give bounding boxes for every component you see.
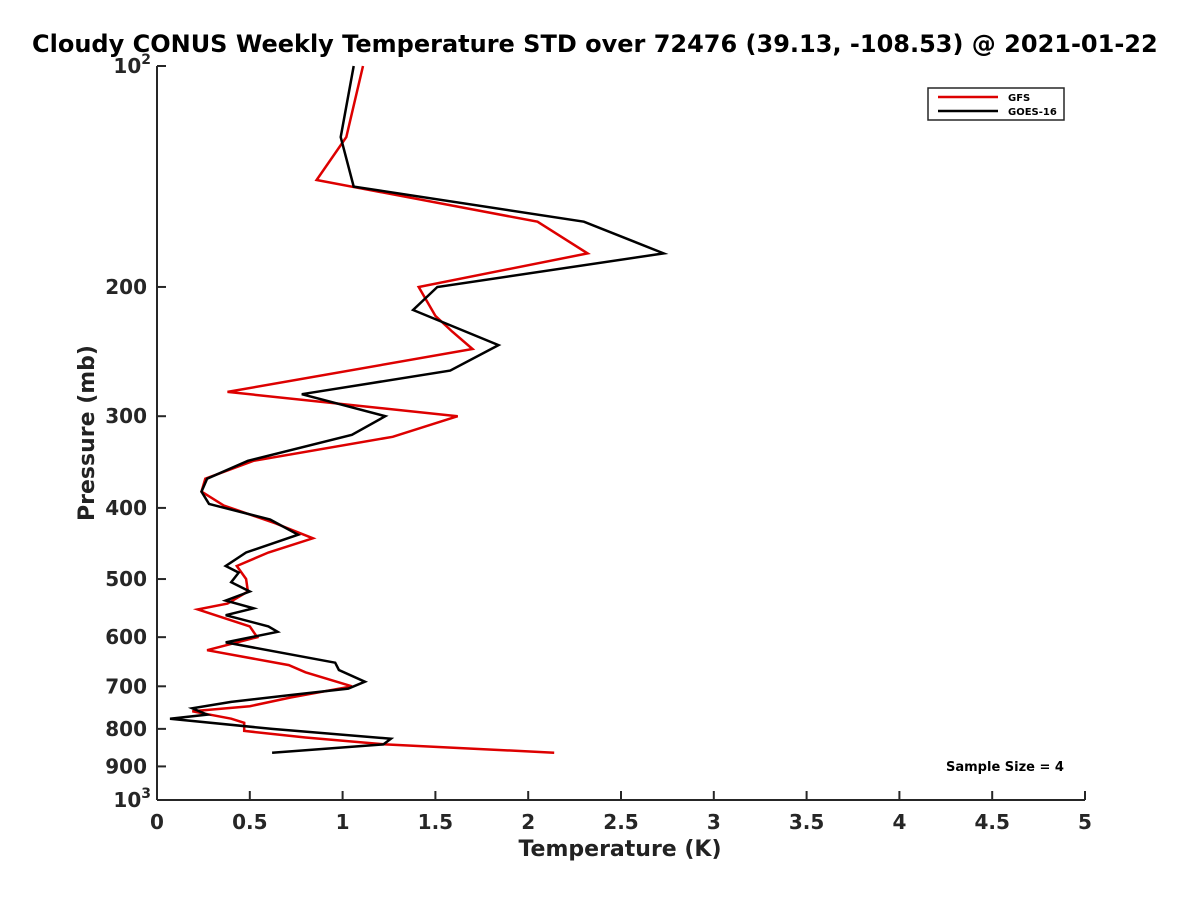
y-tick-label: 200 [105,275,147,299]
series-line-gfs [192,65,591,754]
x-tick-label: 2 [521,810,535,834]
x-axis: 0 0.5 1 1.5 2 2.5 3 3.5 4 4.5 5 [150,791,1092,834]
x-tick-label: 3 [707,810,721,834]
x-axis-label: Temperature (K) [518,837,721,862]
x-tick-label: 4.5 [974,810,1009,834]
series-line-goes-16 [169,65,669,754]
y-tick-label: 900 [105,754,147,778]
y-tick-label: 700 [105,674,147,698]
y-tick-label: 600 [105,625,147,649]
y-tick-label: 102 [113,52,151,78]
y-tick-label: 500 [105,567,147,591]
x-tick-label: 4 [892,810,906,834]
x-tick-label: 3.5 [789,810,824,834]
y-tick-label: 400 [105,496,147,520]
y-tick-label: 103 [113,786,151,812]
series-layer [169,65,669,754]
x-tick-label: 5 [1078,810,1092,834]
y-tick-label: 800 [105,717,147,741]
y-axis: 102 200 300 400 500 600 700 800 900 103 [105,52,166,812]
legend-box [927,87,1065,121]
x-tick-label: 0.5 [232,810,267,834]
x-tick-label: 1.5 [418,810,453,834]
chart-title: Cloudy CONUS Weekly Temperature STD over… [32,30,1158,58]
legend-entry: GFS [1008,93,1030,104]
x-tick-label: 2.5 [603,810,638,834]
y-tick-label: 300 [105,404,147,428]
x-tick-label: 0 [150,810,164,834]
legend: GFS GOES-16 [927,87,1065,121]
axes-frame [156,66,1085,801]
x-tick-label: 1 [336,810,350,834]
sample-size-annotation: Sample Size = 4 [946,760,1064,775]
y-axis-label: Pressure (mb) [75,345,100,521]
legend-entry: GOES-16 [1008,107,1057,118]
